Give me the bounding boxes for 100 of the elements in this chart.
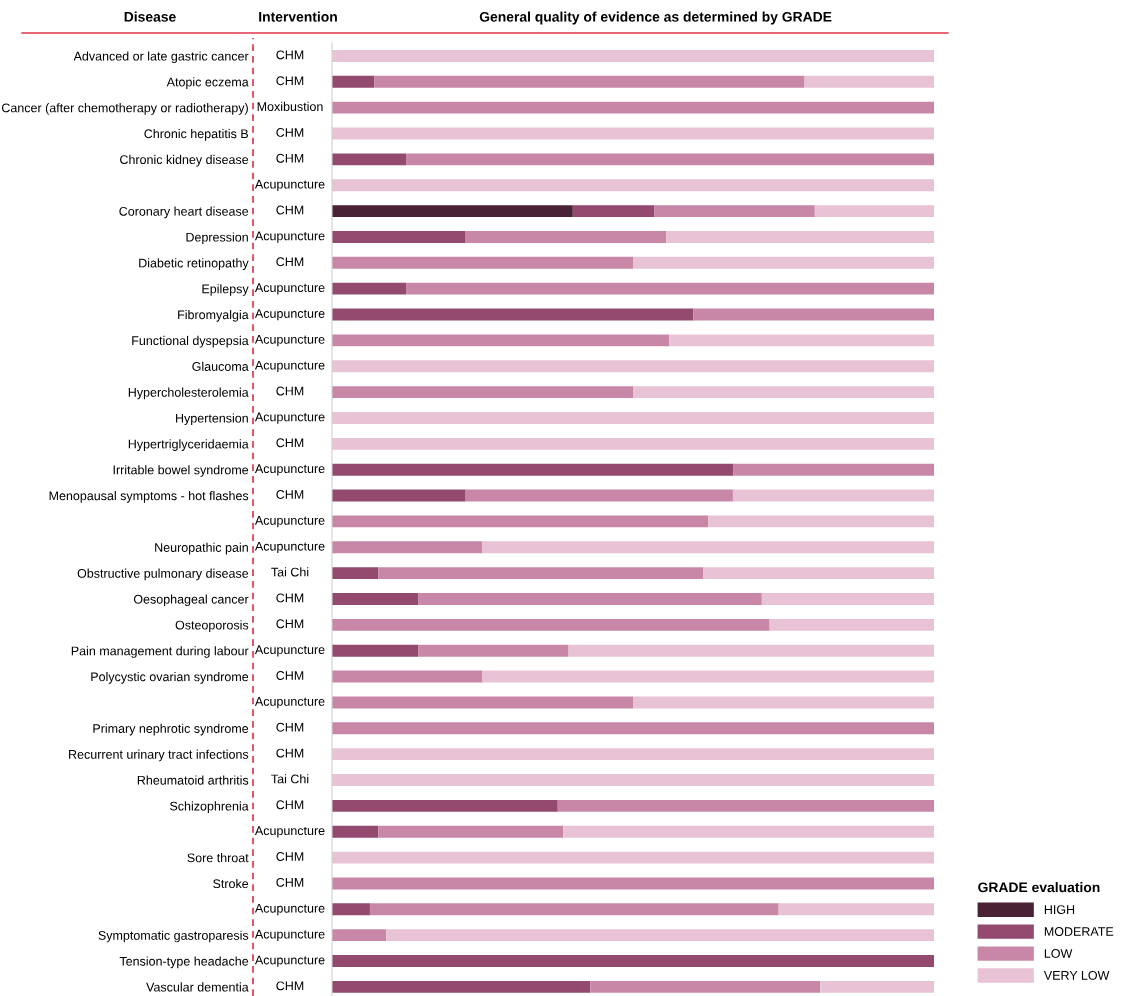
bar — [332, 282, 407, 295]
y2-tick-label: Acupuncture — [254, 179, 325, 192]
bar — [332, 670, 483, 683]
y2-tick-label: CHM — [276, 76, 304, 86]
bar — [332, 644, 419, 657]
y2-tick-label: Acupuncture — [254, 645, 325, 657]
y2-tick-label: Acupuncture — [254, 464, 325, 476]
y2-tick-label: Acupuncture — [254, 283, 325, 295]
y-tick-label: Neuropathic pain — [155, 542, 248, 555]
y2-tick-label: CHM — [276, 852, 304, 861]
bar — [369, 903, 779, 916]
bar — [332, 205, 573, 218]
bar — [654, 205, 815, 218]
bar — [332, 127, 934, 140]
text: Intervention — [259, 11, 337, 22]
bar — [332, 929, 387, 942]
bar — [332, 877, 934, 890]
bar — [666, 231, 934, 243]
y-tick-label: Chronic kidney disease — [120, 154, 249, 167]
bar — [633, 696, 934, 709]
y2-tick-label: CHM — [276, 438, 304, 448]
y2-tick-label: CHM — [276, 800, 304, 810]
y2-tick-label: Moxibustion — [257, 101, 323, 112]
y2-tick-label: CHM — [276, 490, 304, 499]
y2-tick-label: CHM — [276, 619, 304, 629]
bar — [332, 101, 934, 114]
bar — [332, 412, 934, 424]
bar — [804, 75, 934, 88]
y-tick-label: Symptomatic gastroparesis — [98, 930, 249, 943]
y2-tick-label: CHM — [276, 981, 304, 991]
y-tick-label: Primary nephrotic syndrome — [93, 723, 249, 736]
y-tick-label: Osteoporosis — [175, 620, 249, 632]
y-tick-label: Atopic eczema — [166, 77, 249, 89]
bar — [633, 256, 934, 269]
chart-title: General quality of evidence as determined by GRADE — [479, 11, 832, 25]
bar — [332, 618, 770, 631]
bar — [332, 231, 466, 243]
bar — [557, 799, 934, 812]
legend-label: HIGH — [1044, 905, 1075, 914]
legend-label: VERY LOW — [1043, 970, 1110, 980]
bar — [669, 334, 934, 347]
y2-tick-label: Acupuncture — [254, 309, 325, 321]
y2-tick-label: Acupuncture — [254, 516, 325, 528]
bar — [778, 903, 934, 916]
bar — [332, 153, 407, 166]
bar — [332, 593, 419, 605]
y2-tick-label: CHM — [276, 722, 304, 732]
bar — [733, 463, 934, 476]
y2-tick-label: Acupuncture — [254, 929, 325, 941]
bar — [332, 541, 483, 554]
y2-tick-label: CHM — [276, 257, 304, 267]
y2-tick-label: Acupuncture — [254, 955, 325, 967]
bar — [332, 386, 633, 399]
bar — [332, 980, 591, 993]
bar — [590, 980, 821, 993]
bar — [386, 929, 934, 942]
y2-tick-label: CHM — [276, 748, 304, 758]
y-tick-label: Menopausal symptoms - hot flashes — [49, 491, 249, 503]
bar — [465, 489, 733, 502]
bar — [769, 618, 934, 631]
y2-tick-label: CHM — [276, 877, 304, 887]
bar — [332, 360, 934, 373]
y-tick-label: Stroke — [213, 878, 249, 889]
y-tick-label: Hypercholesterolemia — [128, 387, 249, 400]
y-tick-label: Schizophrenia — [170, 801, 249, 813]
bar — [332, 748, 934, 761]
y2-tick-label: CHM — [276, 153, 304, 163]
y-tick-label: Pain management during labour — [71, 646, 249, 658]
bar — [732, 489, 934, 502]
bar — [378, 567, 704, 580]
y2-tick-label: Acupuncture — [254, 231, 325, 243]
y-tick-label: Oesophageal cancer — [133, 594, 249, 607]
bar — [708, 515, 934, 528]
bar — [332, 903, 370, 916]
legend-label: LOW — [1044, 949, 1073, 958]
bar — [482, 541, 934, 554]
legend-title: GRADE evaluation — [978, 882, 1100, 893]
bar — [563, 825, 934, 838]
y-tick-label: Cancer (after chemotherapy or radiotherapy) — [1, 103, 248, 115]
bar — [465, 231, 667, 243]
y-tick-label: Depression — [186, 232, 248, 245]
bar — [332, 334, 670, 347]
bar — [332, 256, 633, 269]
y-tick-label: Tension-type headache — [119, 956, 249, 969]
bar — [374, 75, 805, 88]
bar — [820, 980, 934, 993]
bar — [332, 955, 934, 967]
y-tick-label: Advanced or late gastric cancer — [73, 51, 249, 64]
bar — [406, 153, 934, 166]
y2-tick-label: CHM — [276, 50, 304, 60]
bar — [332, 567, 379, 580]
bar — [332, 774, 934, 786]
y-tick-label: Sore throat — [187, 853, 249, 863]
y-tick-label: Rheumatoid arthritis — [137, 775, 249, 785]
bar — [332, 851, 934, 864]
bar — [418, 644, 569, 657]
y2-tick-label: CHM — [276, 386, 304, 396]
bar — [418, 593, 762, 605]
y2-tick-label: Acupuncture — [254, 412, 325, 424]
y-tick-label: Irritable bowel syndrome — [113, 465, 249, 477]
